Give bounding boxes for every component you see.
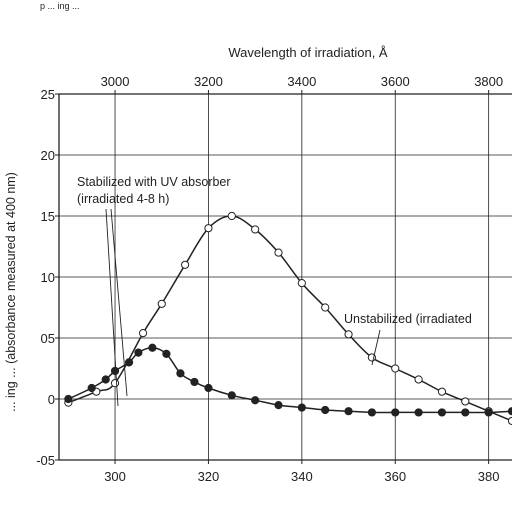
y-tick-label: 20 xyxy=(41,148,55,163)
data-point-stabilized xyxy=(297,403,306,412)
grid xyxy=(59,93,512,461)
data-point-unstabilized xyxy=(414,375,423,384)
data-point-unstabilized xyxy=(180,260,190,269)
x-tick-label: 300 xyxy=(104,469,126,484)
x-tick-label: 340 xyxy=(291,469,313,484)
data-point-stabilized xyxy=(461,408,470,417)
data-point-unstabilized xyxy=(110,379,120,388)
data-point-stabilized xyxy=(414,408,423,417)
y-axis-label: ... ing ... (absorbance measured at 400 … xyxy=(4,172,18,412)
data-point-stabilized xyxy=(507,407,512,416)
x2-axis-label: Wavelength of irradiation, Å xyxy=(228,45,388,60)
data-point-unstabilized xyxy=(274,248,283,257)
data-point-unstabilized xyxy=(437,387,447,396)
data-point-unstabilized xyxy=(461,397,470,406)
y-tick-label: 0 xyxy=(48,392,55,407)
y-tick-label: 10 xyxy=(41,270,55,285)
annotation-unstabilized-leader xyxy=(371,329,381,366)
data-point-unstabilized xyxy=(297,279,306,288)
data-point-stabilized xyxy=(162,349,171,358)
x-tick-label: 360 xyxy=(384,469,406,484)
y-tick-label: -05 xyxy=(36,453,55,468)
data-point-stabilized xyxy=(274,401,283,410)
x2-tick-label: 3000 xyxy=(101,74,130,89)
annotation-stabilized-leader-2 xyxy=(110,208,128,397)
series-stabilized xyxy=(64,343,512,417)
data-point-stabilized xyxy=(190,377,199,387)
x2-tick-label: 3400 xyxy=(287,74,316,89)
annotation-stabilized-leader-1 xyxy=(105,208,119,407)
x-tick-label: 320 xyxy=(198,469,220,484)
data-point-stabilized xyxy=(204,383,213,393)
data-point-stabilized xyxy=(227,391,236,400)
data-point-stabilized xyxy=(484,408,493,417)
data-point-stabilized xyxy=(367,408,376,417)
data-point-unstabilized xyxy=(138,329,148,338)
data-point-stabilized xyxy=(251,396,260,405)
y-tick-label: 25 xyxy=(41,87,55,102)
data-point-unstabilized xyxy=(251,225,260,234)
data-point-stabilized xyxy=(110,366,120,376)
x2-tick-label: 3800 xyxy=(474,74,503,89)
annotation-unstabilized: Unstabilized (irradiated xyxy=(344,312,472,366)
y-tick-label: 15 xyxy=(41,209,55,224)
x-tick-label: 380 xyxy=(478,469,500,484)
data-point-stabilized xyxy=(64,394,73,404)
data-point-stabilized xyxy=(134,348,143,357)
data-point-stabilized xyxy=(437,408,447,417)
annotation-stabilized-line-1: Stabilized with UV absorber xyxy=(77,175,231,189)
data-point-stabilized xyxy=(176,369,185,378)
data-point-unstabilized xyxy=(391,364,400,373)
x2-tick-label: 3600 xyxy=(381,74,410,89)
data-point-unstabilized xyxy=(157,299,166,308)
series xyxy=(64,211,512,426)
data-point-unstabilized xyxy=(507,416,512,426)
data-point-unstabilized xyxy=(321,303,330,312)
top-caption: p ... ing ... xyxy=(40,1,80,11)
data-point-unstabilized xyxy=(204,224,213,233)
series-stabilized-line xyxy=(67,347,512,414)
annotation-stabilized-line-2: (irradiated 4-8 h) xyxy=(77,192,169,206)
data-point-stabilized xyxy=(391,408,400,417)
data-point-stabilized xyxy=(87,383,96,393)
ticks: 300 320 340 360 380 3000 3200 3400 3600 3800 25 20 1… xyxy=(36,74,503,484)
x2-tick-label: 3200 xyxy=(194,74,223,89)
annotation-stabilized: Stabilized with UV absorber (irradiated … xyxy=(77,175,231,407)
data-point-stabilized xyxy=(124,358,134,367)
data-point-unstabilized xyxy=(344,330,353,339)
data-point-stabilized xyxy=(321,405,330,415)
data-point-stabilized xyxy=(148,343,157,352)
data-point-stabilized xyxy=(101,375,110,384)
data-point-stabilized xyxy=(344,407,353,416)
data-point-unstabilized xyxy=(227,211,236,221)
annotation-unstabilized-line-1: Unstabilized (irradiated xyxy=(344,312,472,326)
y-tick-label: 05 xyxy=(41,331,55,346)
